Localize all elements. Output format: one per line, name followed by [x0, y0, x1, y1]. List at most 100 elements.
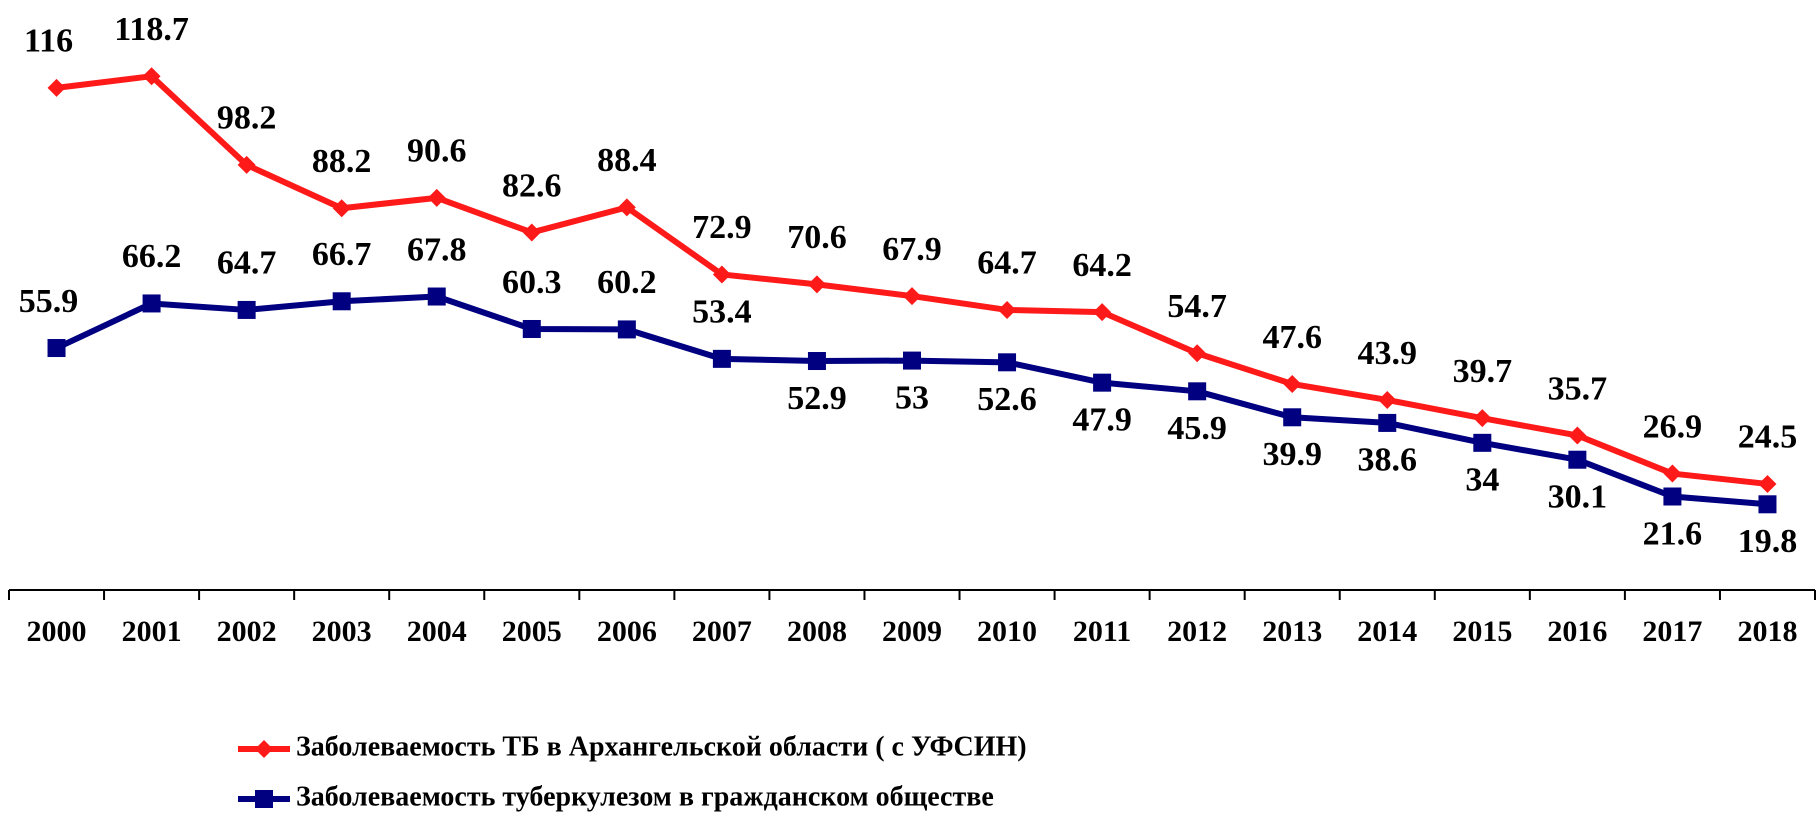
x-tick-label: 2017 — [1642, 615, 1702, 648]
data-label: 54.7 — [1167, 288, 1227, 325]
point — [1093, 303, 1112, 322]
legend-label: Заболеваемость туберкулезом в гражданско… — [296, 781, 994, 812]
x-tick-label: 2013 — [1262, 615, 1322, 648]
point — [522, 223, 541, 242]
point — [903, 287, 921, 306]
data-label: 19.8 — [1738, 523, 1798, 560]
point — [237, 155, 256, 174]
data-label: 47.6 — [1262, 319, 1322, 356]
data-label: 43.9 — [1358, 335, 1418, 372]
data-label: 53.4 — [692, 294, 752, 331]
point — [142, 67, 161, 86]
data-label: 82.6 — [502, 167, 562, 204]
point — [47, 339, 66, 358]
point — [1188, 382, 1207, 401]
point — [1283, 408, 1302, 427]
point — [332, 292, 351, 311]
point — [903, 351, 921, 370]
data-label: 34 — [1465, 462, 1499, 499]
point — [712, 265, 731, 284]
x-tick-label: 2002 — [217, 615, 277, 648]
data-label: 39.9 — [1262, 436, 1322, 473]
x-tick-label: 2003 — [312, 615, 372, 648]
data-label: 52.6 — [977, 381, 1037, 418]
point — [427, 287, 446, 306]
point — [427, 188, 446, 207]
point — [617, 198, 636, 217]
data-label: 30.1 — [1548, 479, 1608, 516]
data-label: 39.7 — [1453, 353, 1513, 390]
x-tick-label: 2018 — [1737, 615, 1797, 648]
data-label: 52.9 — [787, 380, 847, 417]
legend-marker — [255, 790, 273, 808]
point — [1378, 413, 1397, 432]
point — [712, 349, 731, 368]
x-tick-label: 2008 — [787, 615, 847, 648]
x-tick-label: 2001 — [122, 615, 182, 648]
data-label: 60.3 — [502, 264, 562, 301]
data-label: 72.9 — [692, 209, 752, 246]
x-tick-label: 2010 — [977, 615, 1037, 648]
data-label: 55.9 — [19, 283, 79, 320]
point — [807, 275, 826, 294]
point — [617, 320, 636, 339]
point — [1378, 390, 1397, 409]
x-tick-label: 2009 — [882, 615, 942, 648]
point — [47, 78, 66, 97]
data-label: 60.2 — [597, 264, 657, 301]
point — [237, 300, 256, 319]
data-label: 67.9 — [882, 231, 942, 268]
x-tick-label: 2004 — [407, 615, 467, 648]
data-label: 116 — [24, 23, 73, 60]
point — [1473, 433, 1492, 452]
data-label: 98.2 — [217, 100, 277, 137]
x-tick-label: 2005 — [502, 615, 562, 648]
point — [807, 352, 826, 371]
data-label: 64.7 — [977, 245, 1037, 282]
data-label: 67.8 — [407, 231, 467, 268]
data-label: 88.2 — [312, 143, 372, 180]
data-label: 88.4 — [597, 142, 657, 179]
data-label: 118.7 — [114, 11, 189, 48]
x-tick-label: 2014 — [1357, 615, 1417, 648]
point — [1568, 426, 1587, 445]
series-line — [56, 73, 1768, 487]
x-tick-label: 2011 — [1073, 615, 1131, 648]
data-label: 24.5 — [1738, 419, 1798, 456]
data-label: 35.7 — [1548, 370, 1608, 407]
x-tick-label: 2015 — [1452, 615, 1512, 648]
point — [1758, 474, 1777, 493]
data-label: 90.6 — [407, 133, 467, 170]
point — [1758, 495, 1777, 514]
data-label: 45.9 — [1167, 410, 1227, 447]
point — [1568, 450, 1587, 469]
legend-marker — [255, 740, 273, 758]
x-tick-label: 2012 — [1167, 615, 1227, 648]
data-label: 38.6 — [1358, 442, 1418, 479]
data-label: 66.7 — [312, 236, 372, 273]
data-label: 47.9 — [1072, 401, 1132, 438]
point — [998, 353, 1017, 372]
point — [1283, 374, 1302, 393]
data-label: 70.6 — [787, 219, 847, 256]
data-label: 64.7 — [217, 245, 277, 282]
x-tick-label: 2016 — [1547, 615, 1607, 648]
x-tick-label: 2000 — [27, 615, 87, 648]
legend-label: Заболеваемость ТБ в Архангельской област… — [296, 731, 1027, 762]
point — [522, 319, 541, 338]
point — [998, 300, 1017, 319]
point — [1188, 344, 1207, 363]
data-label: 64.2 — [1072, 247, 1132, 284]
point — [1663, 464, 1682, 483]
data-label: 21.6 — [1643, 515, 1703, 552]
x-tick-label: 2007 — [692, 615, 752, 648]
x-tick-label: 2006 — [597, 615, 657, 648]
data-label: 66.2 — [122, 238, 182, 275]
point — [1473, 409, 1492, 428]
data-label: 26.9 — [1643, 408, 1703, 445]
point — [1093, 373, 1112, 392]
point — [1663, 487, 1682, 506]
point — [142, 294, 161, 313]
point — [332, 199, 351, 218]
